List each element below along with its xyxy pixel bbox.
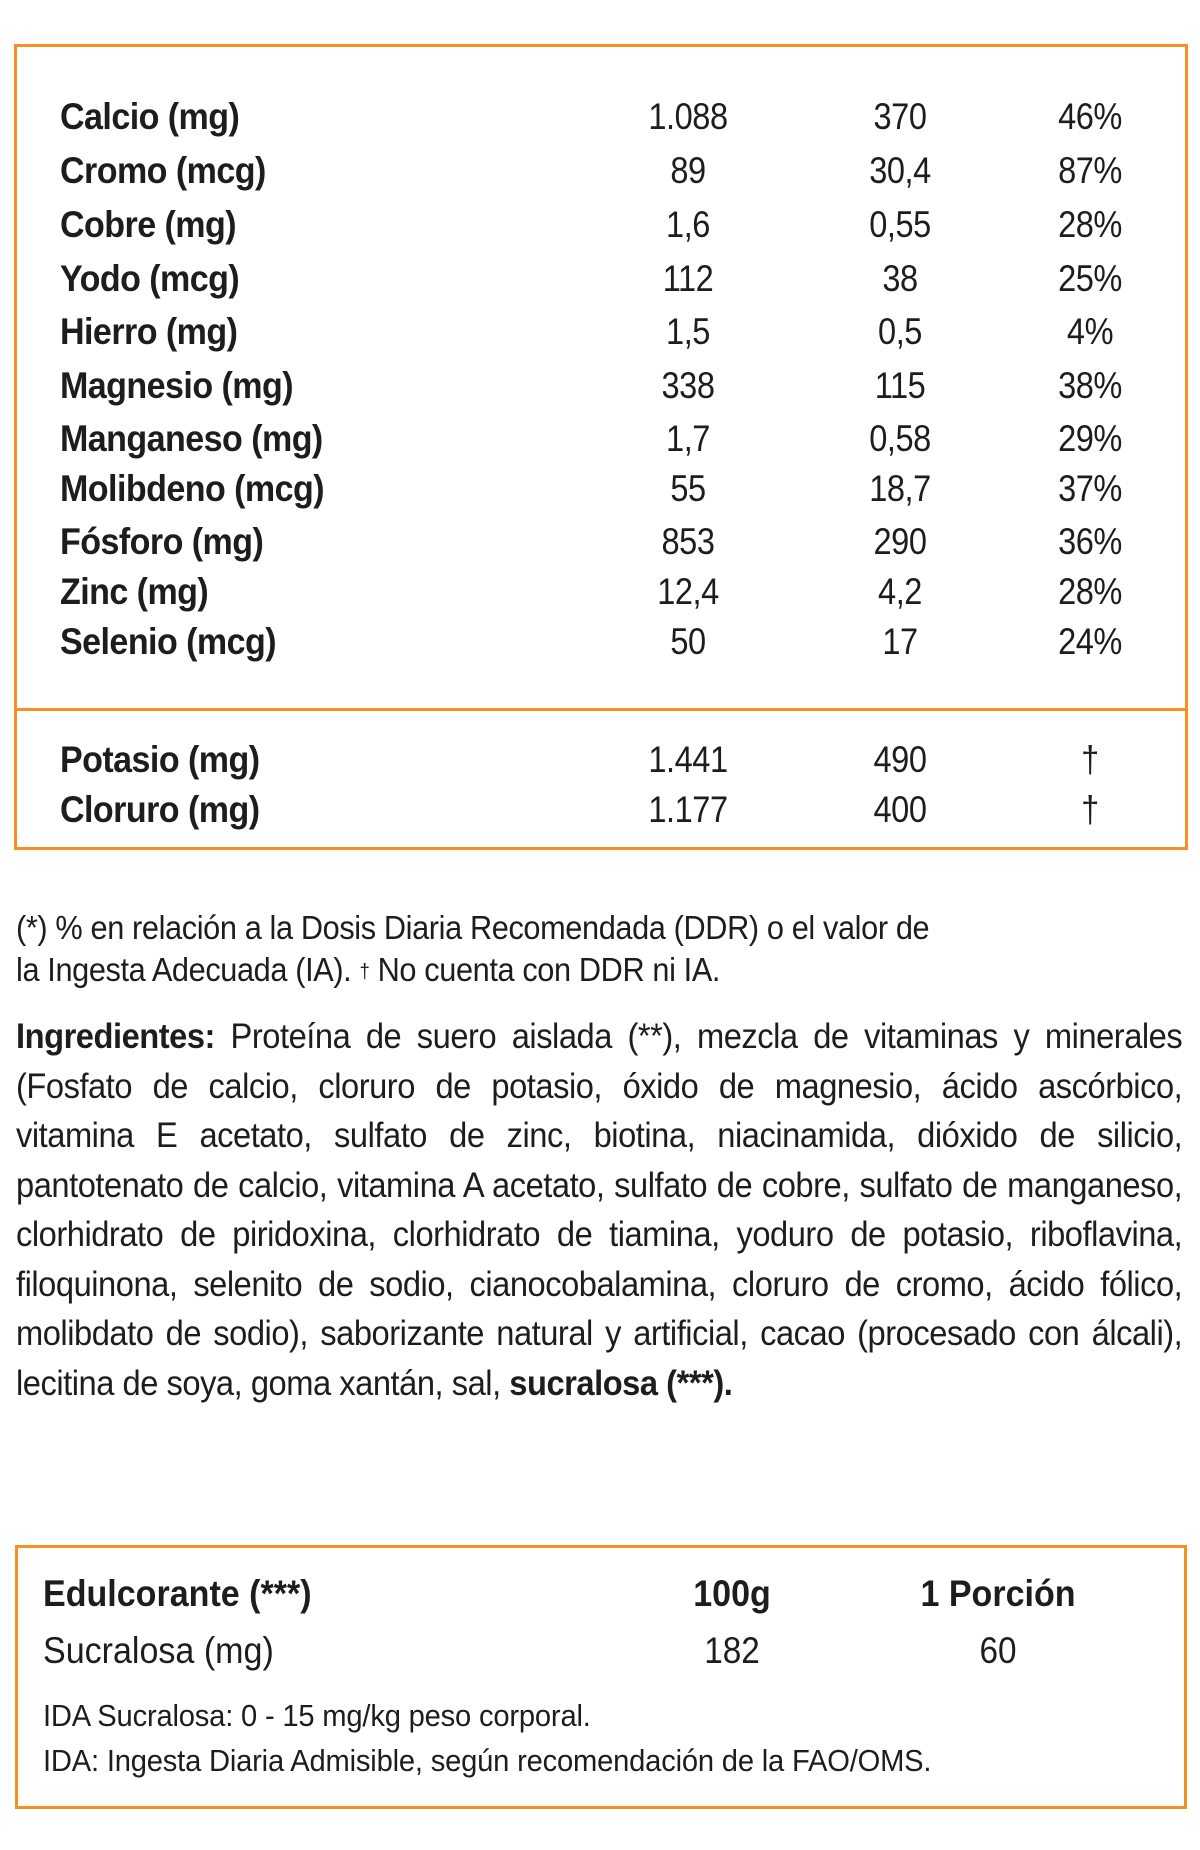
mineral-name: Molibdeno (mcg) [60, 468, 325, 509]
mineral-name: Selenio (mcg) [60, 621, 277, 662]
sweetener-header: Edulcorante (***) [43, 1573, 312, 1614]
per-100g-value: 1.177 [648, 789, 728, 830]
per-100g-value: 89 [670, 150, 706, 191]
table-row: Cromo (mcg) 89 30,4 87% [0, 139, 1200, 189]
ingredients-sweetener: sucralosa (***). [509, 1363, 733, 1403]
per-portion-value: 38 [882, 258, 918, 299]
table-row: Fósforo (mg) 853 290 36% [0, 510, 1200, 560]
mineral-name: Cloruro (mg) [60, 789, 260, 830]
footnote-line-1: (*) % en relación a la Dosis Diaria Reco… [16, 909, 930, 946]
percent-value: 28% [1058, 204, 1122, 245]
mineral-name: Calcio (mg) [60, 96, 240, 137]
percent-value: 87% [1058, 150, 1122, 191]
sucralose-100g-value: 182 [704, 1630, 760, 1671]
percent-value: 28% [1058, 571, 1122, 612]
per-portion-value: 290 [873, 521, 927, 562]
table-row: Cloruro (mg) 1.177 400 † [0, 778, 1200, 828]
per-portion-value: 0,5 [878, 311, 922, 352]
per-100g-value: 853 [661, 521, 715, 562]
per-portion-value: 4,2 [878, 571, 922, 612]
minerals-table [14, 44, 1188, 850]
percent-value: 46% [1058, 96, 1122, 137]
table-row: Manganeso (mg) 1,7 0,58 29% [0, 407, 1200, 457]
ingredients-paragraph: Ingredientes: Proteína de suero aislada … [16, 1012, 1183, 1408]
sucralose-label: Sucralosa (mg) [43, 1630, 274, 1671]
per-100g-value: 1.088 [648, 96, 728, 137]
per-portion-value: 0,58 [869, 418, 931, 459]
per-portion-value: 30,4 [869, 150, 931, 191]
per-100g-value: 1.441 [648, 739, 728, 780]
dagger-superscript: † [359, 961, 370, 983]
mineral-name: Yodo (mcg) [60, 258, 240, 299]
per-portion-value: 370 [873, 96, 927, 137]
footnote-text: No cuenta con DDR ni IA. [369, 951, 721, 988]
percent-value: 24% [1058, 621, 1122, 662]
footnote-text: la Ingesta Adecuada (IA). [16, 951, 360, 988]
column-header-portion: 1 Porción [920, 1573, 1076, 1614]
mineral-name: Zinc (mg) [60, 571, 209, 612]
footnote: (*) % en relación a la Dosis Diaria Reco… [16, 907, 1182, 991]
ingredients-text: Proteína de suero aislada (**), mezcla d… [16, 1017, 1183, 1403]
mineral-name: Cobre (mg) [60, 204, 237, 245]
mineral-name: Magnesio (mg) [60, 365, 294, 406]
percent-value: 29% [1058, 418, 1122, 459]
per-100g-value: 55 [670, 468, 706, 509]
column-header-100g: 100g [693, 1573, 771, 1614]
percent-value: 25% [1058, 258, 1122, 299]
dagger-mark: † [1081, 739, 1099, 780]
per-100g-value: 338 [661, 365, 715, 406]
per-portion-value: 115 [874, 365, 926, 406]
table-row: Calcio (mg) 1.088 370 46% [0, 85, 1200, 135]
footnote-line-2: la Ingesta Adecuada (IA). † No cuenta co… [16, 949, 1100, 991]
per-portion-value: 490 [873, 739, 927, 780]
ida-note-1: IDA Sucralosa: 0 - 15 mg/kg peso corpora… [43, 1698, 591, 1733]
percent-value: 36% [1058, 521, 1122, 562]
table-row: Potasio (mg) 1.441 490 † [0, 728, 1200, 778]
percent-value: 4% [1066, 311, 1114, 352]
table-row: Cobre (mg) 1,6 0,55 28% [0, 193, 1200, 243]
per-100g-value: 50 [670, 621, 706, 662]
table-row: Magnesio (mg) 338 115 38% [0, 354, 1200, 404]
ingredients-label: Ingredientes: [16, 1017, 215, 1056]
per-100g-value: 1,7 [666, 418, 710, 459]
percent-value: 37% [1058, 468, 1122, 509]
per-100g-value: 12,4 [657, 571, 719, 612]
table-row: Selenio (mcg) 50 17 24% [0, 610, 1200, 660]
table-row: Hierro (mg) 1,5 0,5 4% [0, 300, 1200, 350]
sucralose-portion-value: 60 [979, 1630, 1017, 1671]
ida-note-2: IDA: Ingesta Diaria Admisible, según rec… [43, 1743, 932, 1778]
table-row: Yodo (mcg) 112 38 25% [0, 247, 1200, 297]
table-row: Zinc (mg) 12,4 4,2 28% [0, 560, 1200, 610]
percent-value: 38% [1058, 365, 1122, 406]
per-portion-value: 18,7 [869, 468, 931, 509]
mineral-name: Cromo (mcg) [60, 150, 266, 191]
per-100g-value: 112 [662, 258, 714, 299]
table-divider [14, 708, 1188, 711]
table-row: Molibdeno (mcg) 55 18,7 37% [0, 457, 1200, 507]
mineral-name: Manganeso (mg) [60, 418, 323, 459]
per-100g-value: 1,6 [666, 204, 710, 245]
dagger-mark: † [1081, 789, 1099, 830]
mineral-name: Fósforo (mg) [60, 521, 264, 562]
per-portion-value: 17 [882, 621, 918, 662]
per-portion-value: 400 [873, 789, 927, 830]
mineral-name: Potasio (mg) [60, 739, 260, 780]
per-100g-value: 1,5 [666, 311, 710, 352]
sweetener-table [15, 1545, 1187, 1809]
per-portion-value: 0,55 [869, 204, 931, 245]
mineral-name: Hierro (mg) [60, 311, 238, 352]
